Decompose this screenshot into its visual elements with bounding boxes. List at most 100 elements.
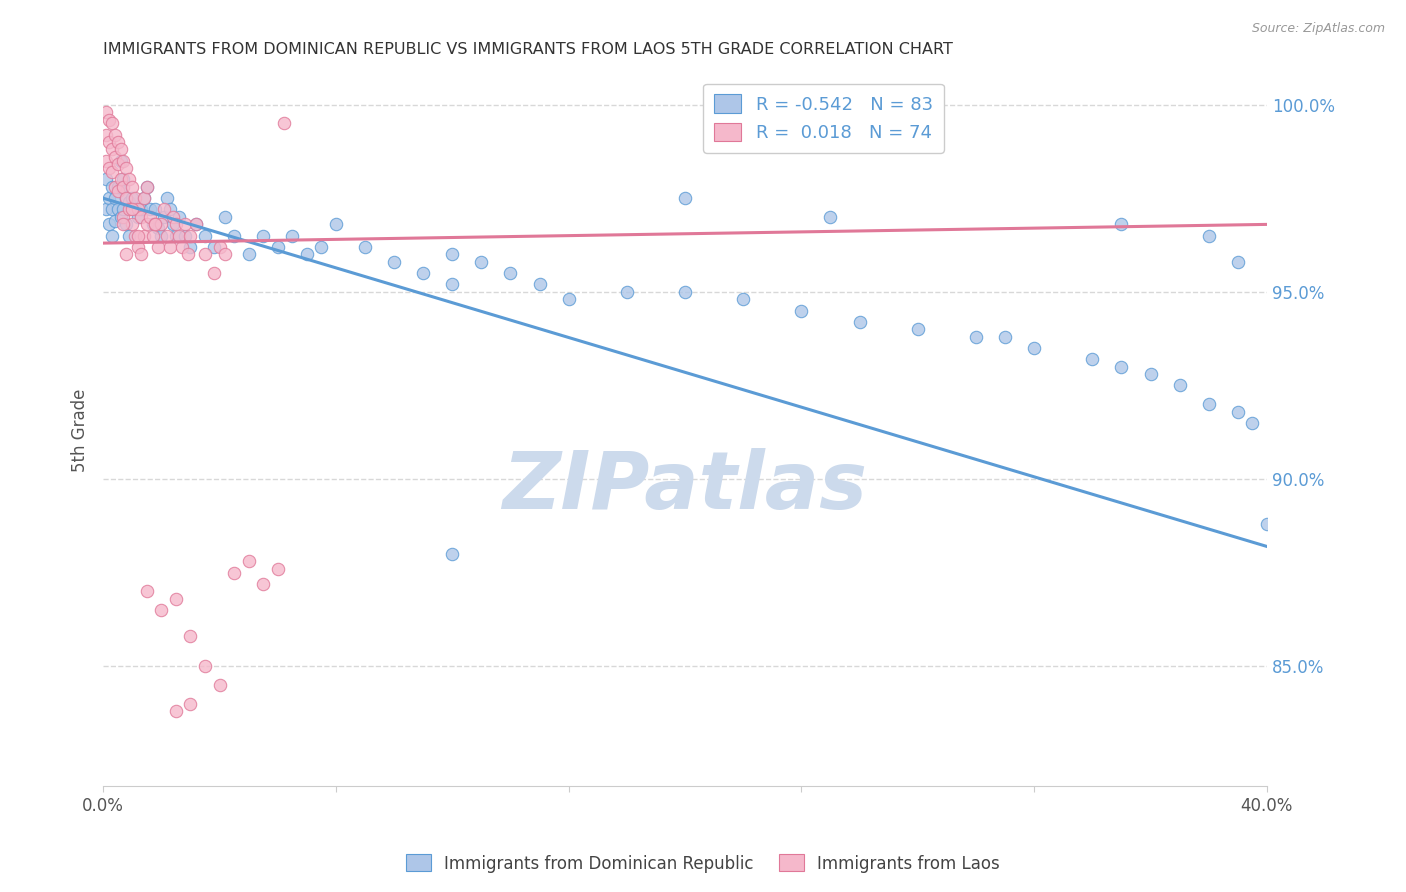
Point	[118, 228, 141, 243]
Point	[273, 116, 295, 130]
Point	[194, 228, 217, 243]
Point	[127, 202, 149, 217]
Point	[965, 330, 987, 344]
Point	[148, 240, 170, 254]
Point	[112, 180, 135, 194]
Point	[441, 277, 464, 292]
Point	[267, 240, 290, 254]
Point	[153, 210, 176, 224]
Point	[94, 105, 117, 120]
Point	[165, 228, 187, 243]
Point	[441, 247, 464, 261]
Legend: Immigrants from Dominican Republic, Immigrants from Laos: Immigrants from Dominican Republic, Immi…	[399, 847, 1007, 880]
Point	[153, 202, 176, 217]
Point	[94, 172, 117, 186]
Point	[156, 228, 179, 243]
Point	[135, 218, 157, 232]
Point	[107, 184, 129, 198]
Point	[101, 165, 124, 179]
Point	[170, 240, 193, 254]
Point	[121, 218, 143, 232]
Point	[107, 180, 129, 194]
Point	[354, 240, 377, 254]
Point	[179, 629, 201, 643]
Point	[167, 228, 190, 243]
Point	[129, 247, 152, 261]
Point	[97, 135, 120, 149]
Point	[145, 202, 167, 217]
Point	[179, 240, 201, 254]
Point	[101, 228, 124, 243]
Point	[1081, 352, 1104, 367]
Point	[115, 191, 138, 205]
Point	[107, 157, 129, 171]
Point	[994, 330, 1017, 344]
Point	[150, 218, 173, 232]
Point	[127, 228, 149, 243]
Point	[267, 562, 290, 576]
Point	[252, 228, 274, 243]
Point	[127, 240, 149, 254]
Point	[138, 202, 160, 217]
Point	[124, 191, 146, 205]
Point	[101, 180, 124, 194]
Point	[159, 202, 181, 217]
Point	[208, 240, 231, 254]
Point	[145, 218, 167, 232]
Point	[150, 228, 173, 243]
Point	[179, 228, 201, 243]
Point	[97, 218, 120, 232]
Point	[132, 191, 155, 205]
Point	[179, 697, 201, 711]
Text: Source: ZipAtlas.com: Source: ZipAtlas.com	[1251, 22, 1385, 36]
Point	[142, 218, 165, 232]
Point	[412, 266, 434, 280]
Point	[295, 247, 318, 261]
Point	[94, 202, 117, 217]
Point	[214, 210, 236, 224]
Point	[673, 285, 696, 299]
Point	[162, 218, 184, 232]
Point	[238, 554, 260, 568]
Point	[382, 255, 405, 269]
Legend: R = -0.542   N = 83, R =  0.018   N = 74: R = -0.542 N = 83, R = 0.018 N = 74	[703, 84, 943, 153]
Point	[104, 150, 127, 164]
Point	[529, 277, 551, 292]
Point	[173, 218, 195, 232]
Point	[159, 240, 181, 254]
Point	[124, 202, 146, 217]
Point	[104, 180, 127, 194]
Point	[194, 247, 217, 261]
Point	[112, 218, 135, 232]
Point	[104, 213, 127, 227]
Point	[110, 143, 132, 157]
Point	[1226, 404, 1249, 418]
Point	[118, 172, 141, 186]
Text: IMMIGRANTS FROM DOMINICAN REPUBLIC VS IMMIGRANTS FROM LAOS 5TH GRADE CORRELATION: IMMIGRANTS FROM DOMINICAN REPUBLIC VS IM…	[103, 42, 953, 57]
Point	[1024, 341, 1046, 355]
Point	[1256, 516, 1278, 531]
Point	[311, 240, 333, 254]
Point	[1111, 218, 1133, 232]
Point	[1241, 416, 1264, 430]
Point	[1198, 397, 1220, 411]
Point	[214, 247, 236, 261]
Point	[167, 210, 190, 224]
Point	[132, 228, 155, 243]
Point	[252, 577, 274, 591]
Point	[110, 180, 132, 194]
Point	[121, 202, 143, 217]
Point	[150, 603, 173, 617]
Point	[101, 143, 124, 157]
Point	[557, 293, 579, 307]
Point	[194, 659, 217, 673]
Point	[135, 180, 157, 194]
Point	[97, 161, 120, 176]
Point	[129, 202, 152, 217]
Point	[165, 704, 187, 718]
Point	[1198, 228, 1220, 243]
Point	[115, 161, 138, 176]
Point	[121, 180, 143, 194]
Point	[1226, 255, 1249, 269]
Point	[616, 285, 638, 299]
